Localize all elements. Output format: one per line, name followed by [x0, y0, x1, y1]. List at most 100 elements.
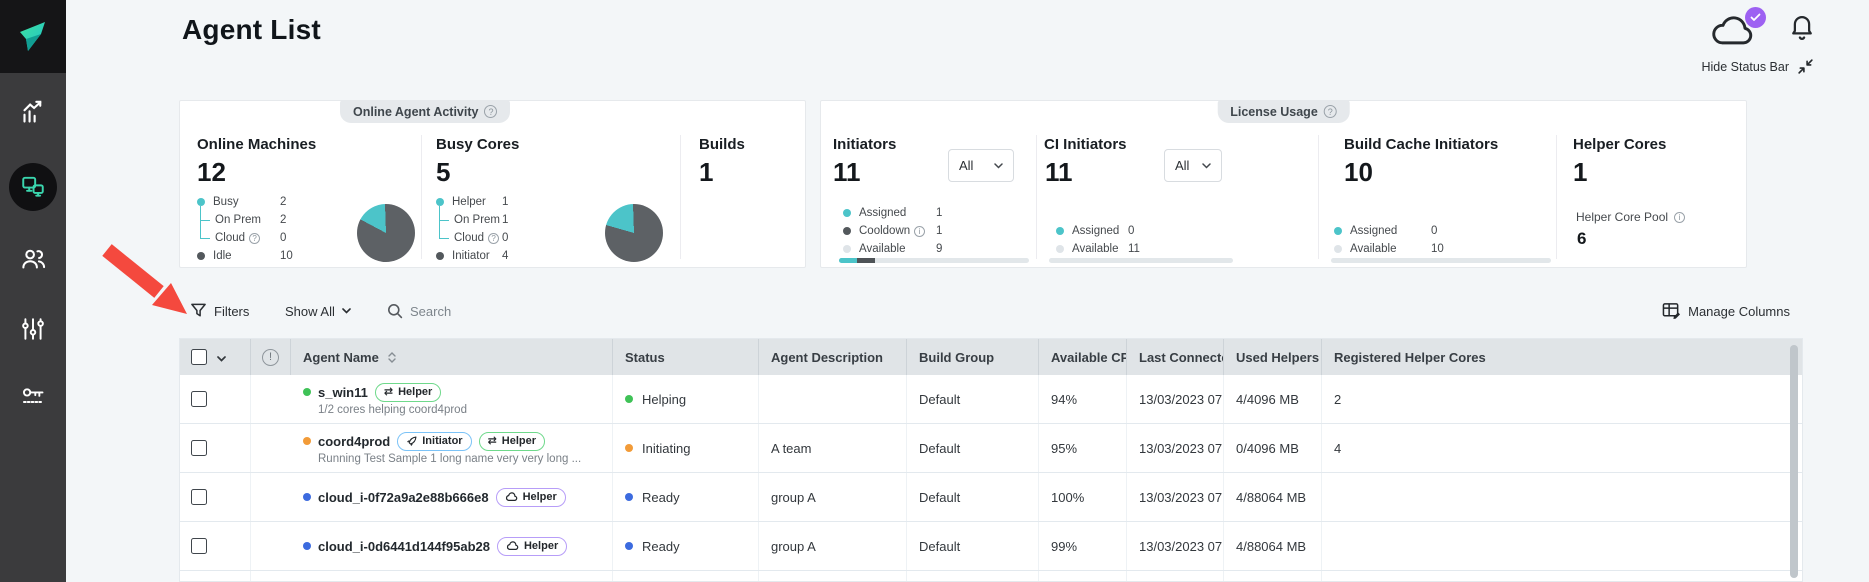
help-icon[interactable]: ? [1323, 105, 1337, 118]
filter-icon [191, 303, 206, 317]
row-checkbox[interactable] [191, 489, 207, 505]
sidebar-item-agents[interactable] [0, 151, 66, 223]
sidebar-item-users[interactable] [0, 223, 66, 293]
description-cell [759, 375, 907, 423]
agent-name-cell: s_win11 ⇄ Helper 1/2 cores helping coord4… [291, 375, 613, 423]
sidebar-item-licenses[interactable] [0, 365, 66, 429]
online-machines-title: Online Machines [197, 136, 317, 153]
table-row[interactable]: cloud_i-0f72a9a2e88b666e8 Helper Ready g… [180, 473, 1802, 522]
agent-status-dot [303, 493, 311, 501]
description-cell: group A [759, 473, 907, 521]
cloud-icon [506, 541, 519, 550]
online-agent-activity-panel: Online Agent Activity ? Online Machines … [179, 100, 806, 268]
helper-cores-section: Helper Cores 1 Helper Core Pool i 6 [1556, 101, 1748, 267]
header-available-cpu: Available CPU [1039, 339, 1127, 375]
last-connected-cell: 13/03/2023 07:1... [1127, 473, 1224, 521]
alert-icon: ! [262, 348, 279, 366]
helper-cores-value: 1 [1573, 157, 1588, 187]
sidebar-item-settings[interactable] [0, 293, 66, 365]
search-icon [388, 304, 403, 319]
build-cache-initiators-section: Build Cache Initiators 10 Assigned 0 Avai… [1318, 101, 1556, 267]
cloud-icon [1712, 16, 1753, 45]
used-helpers-cell: 0/4096 MB [1224, 424, 1322, 472]
sort-icon[interactable] [388, 351, 396, 363]
select-options-chevron[interactable] [217, 350, 226, 365]
cloud-status-button[interactable] [1709, 7, 1766, 53]
search-input[interactable]: Search [387, 296, 451, 326]
cloud-notification-badge [1745, 7, 1766, 28]
initiator-badge: Initiator [397, 431, 472, 451]
registered-cores-cell: 4 [1334, 440, 1342, 456]
hide-status-bar-button[interactable]: Hide Status Bar [1701, 58, 1814, 75]
incredibuild-logo-icon [20, 21, 45, 51]
busy-cores-section: Busy Cores 5 Helper 1 On Prem 1 Cloud ? … [421, 101, 680, 267]
filters-button[interactable]: Filters [190, 296, 249, 326]
page-title: Agent List [182, 14, 321, 45]
row-checkbox[interactable] [191, 538, 207, 554]
annotation-arrow [102, 244, 187, 314]
cooldown-info-icon[interactable]: i [914, 225, 926, 237]
last-connected-cell: 13/03/2023 07:1... [1127, 375, 1224, 423]
row-checkbox[interactable] [191, 440, 207, 456]
agent-status-dot [303, 437, 311, 445]
online-machines-pie-chart [357, 204, 415, 262]
helper-core-pool-value: 6 [1577, 229, 1587, 248]
builds-section: Builds 1 [680, 101, 807, 267]
table-scrollbar[interactable] [1790, 345, 1798, 578]
used-helpers-cell: 4/4096 MB [1224, 375, 1322, 423]
table-toolbar: Filters Show All Search Manage Columns [179, 296, 1803, 326]
table-row[interactable]: s_win11 ⇄ Helper 1/2 cores helping coord4… [180, 375, 1802, 424]
status-cell: Initiating [613, 424, 759, 472]
build-cache-initiators-value: 10 [1344, 157, 1373, 187]
manage-columns-label: Manage Columns [1688, 303, 1790, 319]
help-icon[interactable]: ? [484, 105, 498, 118]
cloud-help-icon[interactable]: ? [488, 232, 500, 244]
build-group-cell: Default [907, 522, 1039, 570]
header-select [180, 339, 251, 375]
ci-initiators-filter-dropdown[interactable]: All [1164, 149, 1222, 182]
agent-name-cell: coord4prod Initiator ⇄ Helper Running Tes… [291, 424, 613, 472]
sidebar [0, 0, 66, 582]
initiators-section: Initiators 11 All Assigned 1 Cooldown i 1 A… [821, 101, 1036, 267]
idle-dot [197, 252, 205, 260]
initiators-value: 11 [833, 157, 861, 187]
sidebar-item-analytics[interactable] [0, 73, 66, 151]
header-agent-description: Agent Description [759, 339, 907, 375]
table-header-row: ! Agent Name Status Agent Description Bu… [180, 339, 1802, 375]
table-row[interactable]: coord4prod Initiator ⇄ Helper Running Tes… [180, 424, 1802, 473]
ci-initiators-section: CI Initiators 11 All Assigned 0 Available… [1036, 101, 1318, 267]
notifications-button[interactable] [1787, 12, 1817, 51]
header-registered-helper-cores: Registered Helper Cores [1334, 349, 1486, 365]
status-cell: Ready [613, 522, 759, 570]
busy-cores-value: 5 [436, 157, 451, 187]
swap-arrows-icon: ⇄ [383, 385, 394, 398]
header-agent-name[interactable]: Agent Name [291, 339, 613, 375]
sliders-icon [22, 318, 44, 340]
cpu-cell: 99% [1039, 522, 1127, 570]
select-all-checkbox[interactable] [191, 349, 207, 365]
rocket-icon [407, 436, 417, 446]
pool-info-icon[interactable]: i [1674, 211, 1686, 223]
busy-cores-pie-chart [605, 204, 663, 262]
chevron-down-icon [994, 162, 1003, 169]
last-connected-cell: 13/03/2023 07:1... [1127, 424, 1224, 472]
chevron-down-icon [217, 355, 226, 362]
online-machines-section: Online Machines 12 Busy 2 On Prem 2 Clou… [180, 101, 421, 267]
busy-dot [197, 198, 205, 206]
table-row[interactable]: cloud_i-0d6441d144f95ab28 Helper Ready g… [180, 522, 1802, 571]
row-checkbox[interactable] [191, 391, 207, 407]
build-group-cell: Default [907, 424, 1039, 472]
app-logo[interactable] [0, 0, 66, 73]
hide-status-bar-label: Hide Status Bar [1701, 59, 1789, 74]
cloud-helper-badge: Helper [496, 536, 568, 556]
ci-initiators-value: 11 [1045, 157, 1073, 187]
build-cache-usage-bar [1331, 258, 1551, 263]
show-all-dropdown[interactable]: Show All [285, 296, 351, 326]
agent-status-dot [303, 388, 311, 396]
initiators-usage-bar [839, 258, 1029, 263]
manage-columns-button[interactable]: Manage Columns [1662, 296, 1790, 326]
agent-name-cell: cloud_i-0f72a9a2e88b666e8 Helper [291, 473, 613, 521]
cloud-help-icon[interactable]: ? [249, 232, 261, 244]
initiators-filter-dropdown[interactable]: All [948, 149, 1014, 182]
